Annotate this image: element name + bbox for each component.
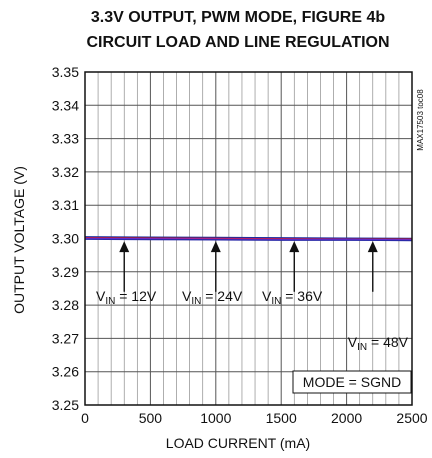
y-tick-label: 3.34 [52, 97, 79, 113]
annotations: VIN = 12V VIN = 24V VIN = 36V VIN = 48V [96, 241, 409, 353]
y-tick-label: 3.33 [52, 131, 79, 147]
y-tick-label: 3.26 [52, 364, 79, 380]
arrow-head [210, 241, 221, 253]
x-tick-label: 2000 [331, 410, 362, 426]
annotation-label: VIN = 12V [96, 288, 157, 307]
chart-subtitle: CIRCUIT LOAD AND LINE REGULATION [86, 34, 389, 51]
y-tick-label: 3.25 [52, 397, 79, 413]
mode-box: MODE = SGND [292, 370, 412, 394]
x-tick-label: 0 [81, 410, 89, 426]
y-axis-label: OUTPUT VOLTAGE (V) [11, 166, 27, 314]
arrow-head [289, 241, 300, 253]
y-tick-label: 3.32 [52, 164, 79, 180]
annotation-label: VIN = 24V [182, 288, 243, 307]
x-tick-label: 1500 [266, 410, 297, 426]
x-axis-label: LOAD CURRENT (mA) [166, 435, 310, 451]
y-tick-label: 3.31 [52, 197, 79, 213]
y-tick-label: 3.27 [52, 330, 79, 346]
side-tag: MAX17503 toc08 [416, 89, 425, 151]
tick-labels: 0 500 1000 1500 2000 2500 3.25 3.26 3.27 3.28 3.29… [52, 64, 428, 426]
x-tick-label: 2500 [396, 410, 427, 426]
annotation-label: VIN = 36V [262, 288, 323, 307]
plot-frame [84, 71, 413, 406]
series-line [84, 236, 413, 240]
y-tick-label: 3.30 [52, 231, 79, 247]
arrow-head [119, 241, 130, 253]
y-tick-label: 3.35 [52, 64, 79, 80]
arrow-head [367, 241, 378, 253]
annotation-label: VIN = 48V [348, 334, 409, 353]
series-lines [84, 236, 413, 242]
series-line [84, 238, 413, 242]
mode-label: MODE = SGND [303, 374, 401, 390]
x-tick-label: 500 [139, 410, 163, 426]
y-tick-label: 3.29 [52, 264, 79, 280]
chart-title: 3.3V OUTPUT, PWM MODE, FIGURE 4b [91, 9, 385, 26]
x-tick-label: 1000 [200, 410, 231, 426]
y-tick-label: 3.28 [52, 297, 79, 313]
